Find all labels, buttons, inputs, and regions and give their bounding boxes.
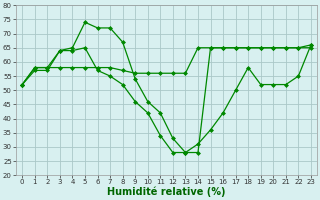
X-axis label: Humidité relative (%): Humidité relative (%) bbox=[107, 187, 226, 197]
